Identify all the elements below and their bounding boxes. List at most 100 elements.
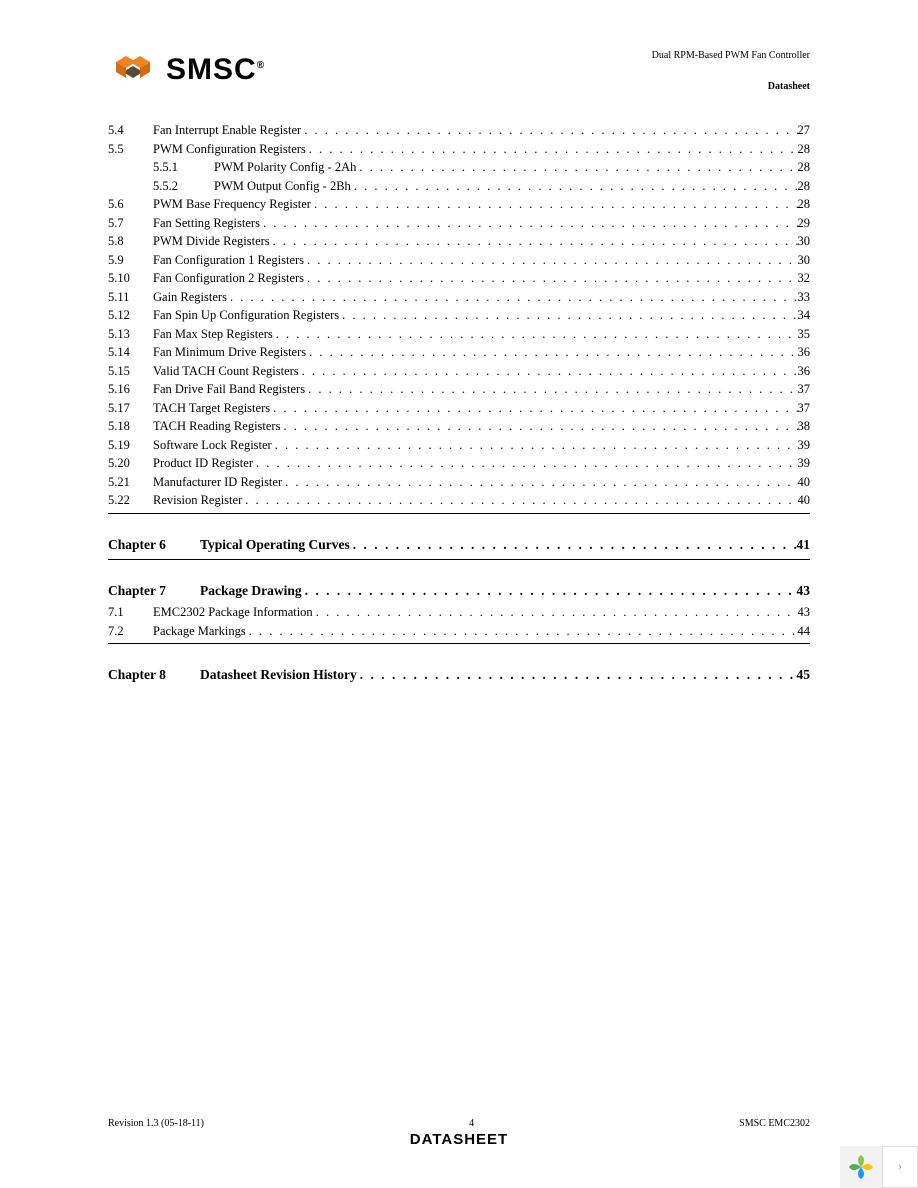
toc-row: 5.5PWM Configuration Registers 28	[108, 141, 810, 159]
toc-dots	[270, 400, 797, 418]
toc-dots	[273, 326, 798, 344]
toc-entry-num: 5.22	[108, 492, 153, 510]
toc-entry-page: 34	[798, 307, 811, 325]
toc-entry-page: 40	[798, 474, 811, 492]
toc-entry-page: 30	[798, 252, 811, 270]
toc-entry-num: 5.16	[108, 381, 153, 399]
toc-entry-num: 5.15	[108, 363, 153, 381]
toc-entry-title: PWM Divide Registers	[153, 233, 270, 251]
toc-entry-page: 29	[798, 215, 811, 233]
logo-icon	[108, 50, 158, 90]
toc-entry-num: 5.7	[108, 215, 153, 233]
toc-dots	[305, 381, 797, 399]
toc-dots	[356, 159, 797, 177]
toc-row: 5.20Product ID Register 39	[108, 455, 810, 473]
toc-dots	[253, 455, 798, 473]
toc-entry-page: 40	[798, 492, 811, 510]
toc-dots	[357, 666, 797, 685]
footer-revision: Revision 1.3 (05-18-11)	[108, 1118, 204, 1129]
toc-row: 5.5.1PWM Polarity Config - 2Ah 28	[108, 159, 810, 177]
toc-page: 43	[797, 582, 811, 601]
widget-flower-icon[interactable]	[840, 1146, 882, 1188]
toc-row: 5.9Fan Configuration 1 Registers 30	[108, 252, 810, 270]
toc-entry-title: Valid TACH Count Registers	[153, 363, 299, 381]
toc-entry-num: 5.20	[108, 455, 153, 473]
toc-entry-page: 44	[798, 623, 811, 641]
toc-entry-num: 5.21	[108, 474, 153, 492]
toc-dots	[306, 141, 798, 159]
table-of-contents: 5.4Fan Interrupt Enable Register 275.5PW…	[108, 122, 810, 690]
page-header: SMSC® Dual RPM-Based PWM Fan Controller …	[108, 50, 810, 92]
toc-entry-num: 7.1	[108, 604, 153, 622]
toc-entry-title: Revision Register	[153, 492, 242, 510]
toc-entry-title: Fan Configuration 1 Registers	[153, 252, 304, 270]
toc-dots	[227, 289, 798, 307]
toc-chapter-6: Chapter 6 Typical Operating Curves 41	[108, 536, 810, 558]
toc-entry-title: PWM Polarity Config - 2Ah	[214, 159, 356, 177]
toc-entry-title: Manufacturer ID Register	[153, 474, 282, 492]
toc-entry-page: 36	[798, 363, 811, 381]
toc-dots	[299, 363, 798, 381]
toc-entry-title: Fan Setting Registers	[153, 215, 260, 233]
toc-entry-page: 37	[798, 400, 811, 418]
toc-entry-title: TACH Reading Registers	[153, 418, 280, 436]
corner-widget[interactable]: ›	[840, 1146, 918, 1188]
toc-row: 5.8PWM Divide Registers 30	[108, 233, 810, 251]
toc-section-7: Chapter 7 Package Drawing 43 7.1EMC2302 …	[108, 582, 810, 644]
toc-row: 7.1EMC2302 Package Information 43	[108, 604, 810, 622]
widget-arrow-icon[interactable]: ›	[882, 1146, 918, 1188]
chapter-title: Datasheet Revision History	[200, 666, 357, 685]
toc-entry-title: Fan Interrupt Enable Register	[153, 122, 301, 140]
toc-dots	[280, 418, 797, 436]
toc-dots	[350, 536, 797, 555]
toc-entry-page: 36	[798, 344, 811, 362]
toc-row: 5.10Fan Configuration 2 Registers 32	[108, 270, 810, 288]
toc-row: 5.17TACH Target Registers 37	[108, 400, 810, 418]
toc-entry-title: Fan Drive Fail Band Registers	[153, 381, 305, 399]
footer-product: SMSC EMC2302	[739, 1118, 810, 1129]
toc-entry-page: 28	[798, 159, 811, 177]
toc-page: 41	[797, 536, 811, 555]
toc-entry-title: Fan Max Step Registers	[153, 326, 273, 344]
header-right: Dual RPM-Based PWM Fan Controller Datash…	[652, 50, 810, 92]
toc-section-8: Chapter 8 Datasheet Revision History 45	[108, 666, 810, 690]
chapter-label: Chapter 6	[108, 536, 200, 555]
toc-dots	[302, 582, 797, 601]
toc-entry-page: 38	[798, 418, 811, 436]
toc-entry-page: 30	[798, 233, 811, 251]
chapter-title: Package Drawing	[200, 582, 302, 601]
toc-dots	[301, 122, 797, 140]
chapter-label: Chapter 8	[108, 666, 200, 685]
toc-row: 5.14Fan Minimum Drive Registers 36	[108, 344, 810, 362]
toc-entry-num: 5.8	[108, 233, 153, 251]
toc-entry-num: 5.5.2	[108, 178, 214, 196]
footer-page-num: 4	[469, 1118, 474, 1129]
toc-entry-num: 5.5.1	[108, 159, 214, 177]
toc-entry-page: 39	[798, 437, 811, 455]
toc-row: 5.22Revision Register 40	[108, 492, 810, 510]
toc-entry-title: EMC2302 Package Information	[153, 604, 313, 622]
toc-entry-title: TACH Target Registers	[153, 400, 270, 418]
toc-dots	[339, 307, 797, 325]
toc-entry-title: PWM Output Config - 2Bh	[214, 178, 351, 196]
toc-entry-page: 39	[798, 455, 811, 473]
doc-title: Dual RPM-Based PWM Fan Controller	[652, 50, 810, 61]
toc-dots	[351, 178, 798, 196]
toc-entry-page: 28	[798, 178, 811, 196]
toc-entry-title: Fan Minimum Drive Registers	[153, 344, 306, 362]
logo-text: SMSC®	[166, 53, 265, 87]
toc-entry-num: 5.14	[108, 344, 153, 362]
toc-entry-num: 7.2	[108, 623, 153, 641]
toc-row: 5.21Manufacturer ID Register 40	[108, 474, 810, 492]
toc-entry-title: Software Lock Register	[153, 437, 272, 455]
toc-entry-title: PWM Configuration Registers	[153, 141, 306, 159]
toc-row: 5.13Fan Max Step Registers 35	[108, 326, 810, 344]
toc-entry-num: 5.17	[108, 400, 153, 418]
toc-row: 5.15Valid TACH Count Registers 36	[108, 363, 810, 381]
toc-entry-num: 5.6	[108, 196, 153, 214]
toc-row: 5.5.2PWM Output Config - 2Bh 28	[108, 178, 810, 196]
toc-row: 5.6PWM Base Frequency Register 28	[108, 196, 810, 214]
toc-entry-title: Product ID Register	[153, 455, 253, 473]
toc-chapter-7: Chapter 7 Package Drawing 43	[108, 582, 810, 604]
toc-section-5: 5.4Fan Interrupt Enable Register 275.5PW…	[108, 122, 810, 514]
